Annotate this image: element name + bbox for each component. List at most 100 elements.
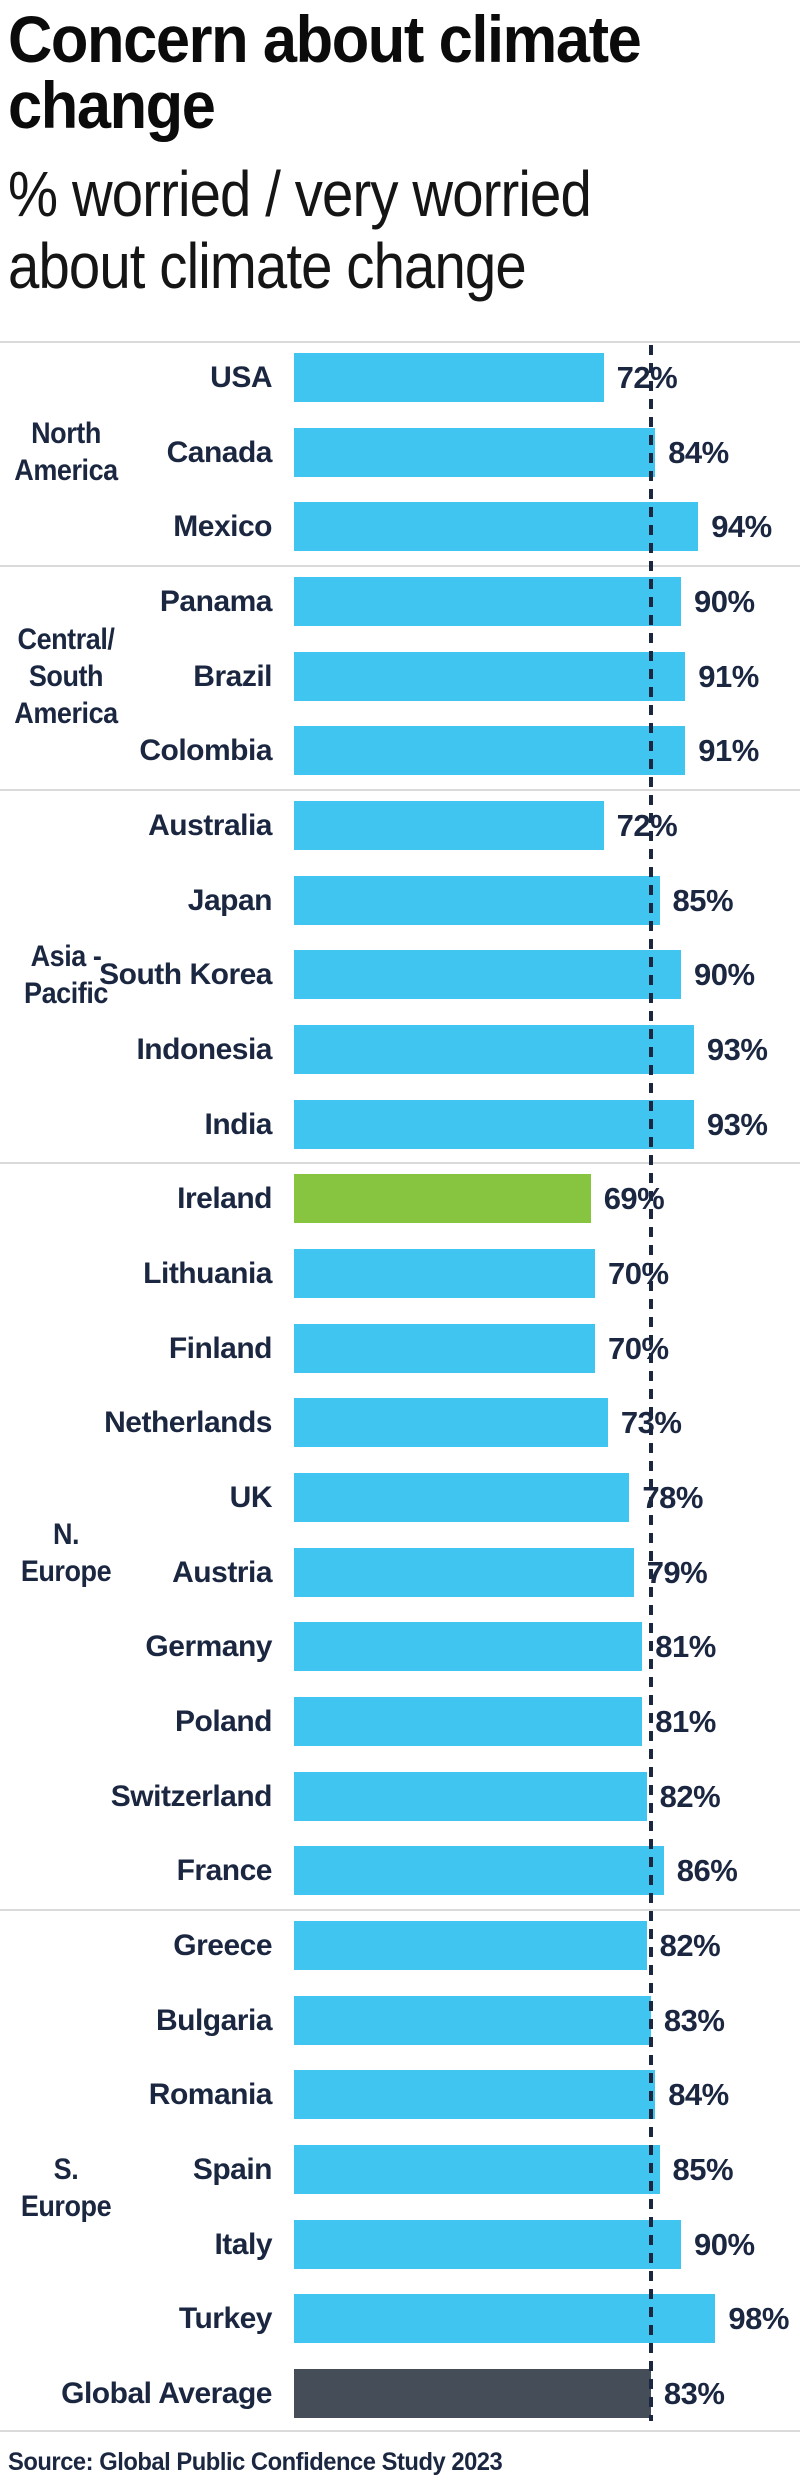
country-label-canada: Canada — [166, 435, 273, 469]
country-label-austria: Austria — [172, 1555, 272, 1589]
bar-germany — [294, 1622, 643, 1672]
group-divider-line — [0, 1909, 800, 1912]
country-label-australia: Australia — [148, 809, 272, 843]
value-label-spain: 85% — [672, 2152, 734, 2188]
bar-italy — [294, 2219, 681, 2269]
country-label-panama: Panama — [159, 585, 273, 618]
value-label-canada: 84% — [668, 434, 729, 470]
value-label-italy: 90% — [694, 2226, 755, 2262]
value-label-indonesia: 93% — [706, 1032, 768, 1068]
value-label-austria: 79% — [646, 1554, 708, 1590]
value-label-bulgaria: 83% — [663, 2002, 725, 2038]
country-label-finland: Finland — [168, 1331, 273, 1365]
value-label-finland: 70% — [608, 1330, 669, 1366]
country-label-germany: Germany — [145, 1630, 272, 1664]
group-label-asia-pacific: Asia - Pacific — [10, 938, 122, 1012]
bar-south-korea — [294, 950, 681, 1000]
country-label-mexico: Mexico — [173, 510, 272, 544]
bar-colombia — [294, 726, 686, 776]
page-subtitle-line-1: % worried / very worried — [8, 158, 592, 230]
country-label-turkey: Turkey — [178, 2302, 273, 2336]
bar-uk — [294, 1473, 630, 1523]
bar-spain — [294, 2145, 660, 2195]
bar-india — [294, 1099, 694, 1149]
value-label-poland: 81% — [655, 1704, 716, 1740]
group-label-line: Pacific — [24, 976, 108, 1010]
country-label-netherlands: Netherlands — [104, 1406, 272, 1440]
group-divider-line — [0, 2430, 800, 2433]
bar-australia — [294, 801, 604, 851]
source-note: Source: Global Public Confidence Study 2… — [8, 2448, 503, 2476]
group-label-line: North — [31, 417, 101, 451]
country-label-spain: Spain — [192, 2153, 273, 2187]
group-label-s-europe: S. Europe — [10, 2151, 122, 2225]
country-label-italy: Italy — [214, 2227, 272, 2261]
value-label-global-average: 83% — [663, 2376, 725, 2412]
value-label-ireland: 69% — [603, 1181, 665, 1217]
value-label-india: 93% — [706, 1106, 768, 1142]
group-label-line: Asia - — [30, 939, 102, 973]
country-label-global-average: Global Average — [61, 2377, 272, 2411]
page-title: Concern about climate change — [8, 2, 642, 142]
bar-lithuania — [294, 1249, 595, 1299]
bar-global-average — [294, 2369, 651, 2419]
bar-brazil — [294, 651, 686, 701]
value-label-germany: 81% — [655, 1629, 716, 1665]
value-label-south-korea: 90% — [694, 957, 755, 993]
bar-ireland — [294, 1174, 591, 1224]
country-label-poland: Poland — [174, 1705, 273, 1739]
country-label-greece: Greece — [173, 1929, 272, 1963]
country-label-indonesia: Indonesia — [136, 1033, 272, 1067]
bar-austria — [294, 1547, 634, 1597]
value-label-switzerland: 82% — [659, 1778, 721, 1814]
value-label-colombia: 91% — [698, 733, 759, 769]
bar-japan — [294, 875, 660, 925]
group-label-north-america: North America — [10, 415, 122, 489]
country-label-usa: USA — [210, 361, 272, 394]
country-label-brazil: Brazil — [193, 659, 272, 693]
value-label-japan: 85% — [672, 882, 734, 918]
page-title-line-2: change — [8, 68, 216, 142]
bar-indonesia — [294, 1025, 694, 1075]
bar-greece — [294, 1921, 647, 1971]
value-label-australia: 72% — [616, 808, 678, 844]
bar-mexico — [294, 502, 699, 552]
country-label-romania: Romania — [148, 2078, 273, 2112]
group-label-line: America — [14, 454, 118, 488]
bar-canada — [294, 427, 656, 477]
bar-turkey — [294, 2294, 716, 2344]
group-label-line: Central/ — [17, 622, 115, 656]
page-subtitle: % worried / very worried about climate c… — [8, 158, 592, 302]
group-label-line: S. Europe — [20, 2153, 112, 2224]
bar-poland — [294, 1697, 643, 1747]
group-divider-line — [0, 1162, 800, 1165]
value-label-romania: 84% — [668, 2077, 729, 2113]
value-label-turkey: 98% — [728, 2301, 789, 2337]
bar-bulgaria — [294, 1995, 651, 2045]
value-label-netherlands: 73% — [620, 1405, 682, 1441]
average-dashed-line — [648, 345, 653, 2422]
bar-switzerland — [294, 1771, 647, 1821]
value-label-lithuania: 70% — [608, 1256, 669, 1292]
group-divider-line — [0, 341, 800, 343]
country-label-france: France — [176, 1854, 273, 1888]
group-label-n-europe: N. Europe — [10, 1516, 122, 1590]
value-label-uk: 78% — [642, 1480, 703, 1516]
bar-panama — [294, 577, 681, 626]
country-label-ireland: Ireland — [177, 1182, 272, 1216]
group-divider-line — [0, 565, 800, 567]
country-label-bulgaria: Bulgaria — [155, 2003, 273, 2037]
value-label-france: 86% — [676, 1853, 738, 1889]
country-label-lithuania: Lithuania — [143, 1257, 272, 1291]
value-label-brazil: 91% — [698, 658, 759, 694]
group-label-central-south-america: Central/South America — [10, 621, 122, 732]
country-label-south-korea: South Korea — [99, 958, 272, 992]
group-label-line: South — [28, 659, 104, 693]
country-label-colombia: Colombia — [139, 734, 272, 768]
country-label-switzerland: Switzerland — [110, 1779, 273, 1813]
bar-romania — [294, 2070, 656, 2120]
value-label-greece: 82% — [659, 1928, 721, 1964]
group-divider-line — [0, 789, 800, 791]
page-title-line-1: Concern about climate — [8, 2, 642, 76]
